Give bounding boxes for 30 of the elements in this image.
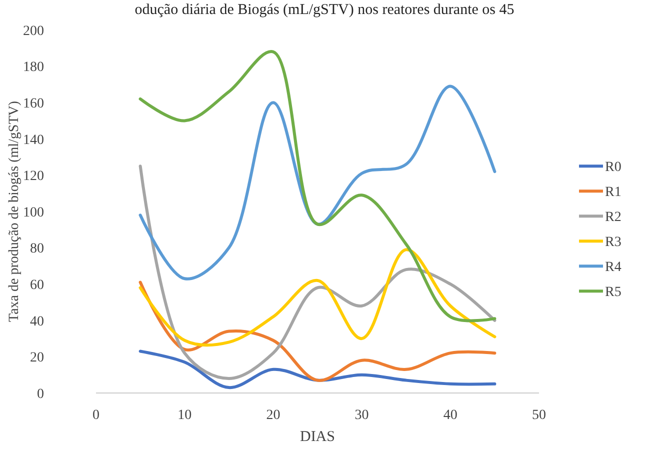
legend-label: R2 [605,210,622,226]
chart-title: odução diária de Biogás (mL/gSTV) nos reatores durante os 45 [134,2,514,18]
y-tick-label: 60 [30,278,44,293]
line-series [138,164,496,380]
x-axis-title: DIAS [300,429,336,445]
x-tick-label: 20 [266,408,280,423]
line-series [138,350,496,390]
x-tick-label: 10 [178,408,192,423]
y-tick-label: 120 [23,169,44,184]
x-tick-label: 50 [532,408,546,423]
y-tick-label: 80 [30,242,44,257]
x-tick-label: 0 [92,408,100,423]
legend-label: R0 [605,160,622,176]
x-tick-label: 30 [354,408,369,423]
y-tick-label: 40 [30,314,44,330]
y-tick-label: 100 [23,205,44,220]
legend-label: R3 [605,235,622,250]
line-series [138,84,496,280]
x-tick-label: 40 [443,408,458,423]
y-axis-title: Taxa de produção de biogás (ml/gSTV) [7,100,22,322]
line-series [138,280,496,382]
y-tick-label: 160 [23,96,44,112]
legend-label: R5 [605,285,622,300]
y-tick-label: 200 [23,24,44,39]
legend-label: R1 [605,185,622,200]
y-tick-label: 0 [37,386,44,402]
y-tick-label: 180 [23,60,44,76]
y-tick-label: 140 [23,132,44,148]
legend-label: R4 [605,260,622,276]
y-tick-label: 20 [30,350,44,366]
